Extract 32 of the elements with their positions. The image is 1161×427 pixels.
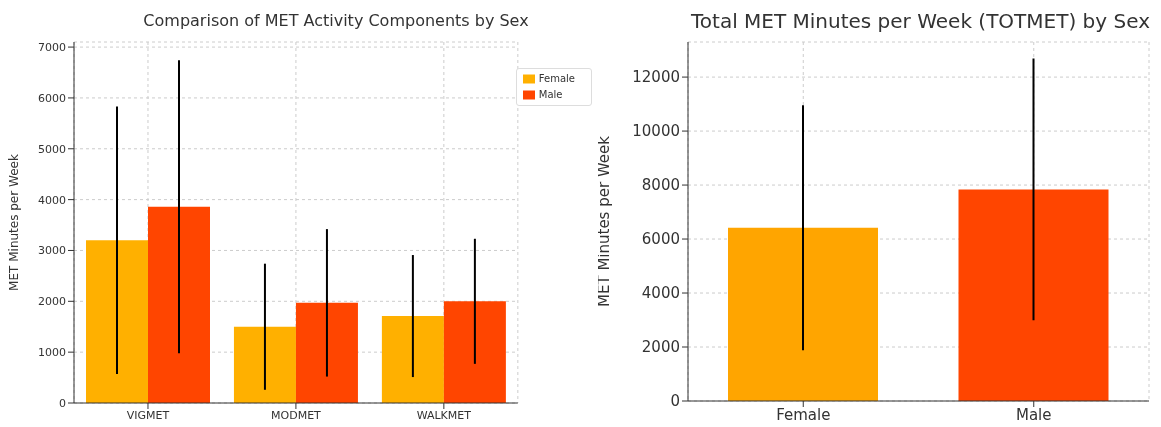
legend-label: Male xyxy=(538,89,563,100)
y-tick-label: 4000 xyxy=(38,193,66,207)
bar xyxy=(148,206,210,403)
y-tick-label: 2000 xyxy=(38,295,66,309)
bar xyxy=(443,301,506,403)
y-axis-title: MET Minutes per Week xyxy=(595,135,614,307)
x-tick-label: WALKMET xyxy=(416,408,472,422)
y-tick-label: 10000 xyxy=(632,122,680,141)
y-tick-label: 3000 xyxy=(38,244,66,258)
bar xyxy=(295,302,358,403)
y-tick-label: 0 xyxy=(670,392,680,411)
bar xyxy=(381,316,444,403)
y-tick-label: 1000 xyxy=(38,346,66,360)
y-tick-label: 6000 xyxy=(641,230,680,249)
x-tick-label: Female xyxy=(776,405,831,424)
y-tick-label: 5000 xyxy=(38,142,66,156)
y-tick-label: 7000 xyxy=(38,40,66,54)
x-tick-label: Male xyxy=(1015,405,1052,424)
legend-label: Female xyxy=(538,73,575,84)
y-axis-title: MET Minutes per Week xyxy=(7,154,22,291)
x-tick-label: MODMET xyxy=(271,408,322,422)
y-tick-label: 4000 xyxy=(641,284,680,303)
chart-title: Comparison of MET Activity Components by Sex xyxy=(142,10,530,32)
y-tick-label: 2000 xyxy=(641,338,680,357)
y-tick-label: 12000 xyxy=(632,68,680,87)
y-tick-label: 6000 xyxy=(38,91,66,105)
bar xyxy=(233,326,296,403)
chart-title: Total MET Minutes per Week (TOTMET) by Sex xyxy=(690,8,1151,34)
y-tick-label: 8000 xyxy=(641,176,680,195)
x-tick-label: VIGMET xyxy=(126,408,170,422)
y-tick-label: 0 xyxy=(59,396,66,410)
bar xyxy=(86,240,148,403)
